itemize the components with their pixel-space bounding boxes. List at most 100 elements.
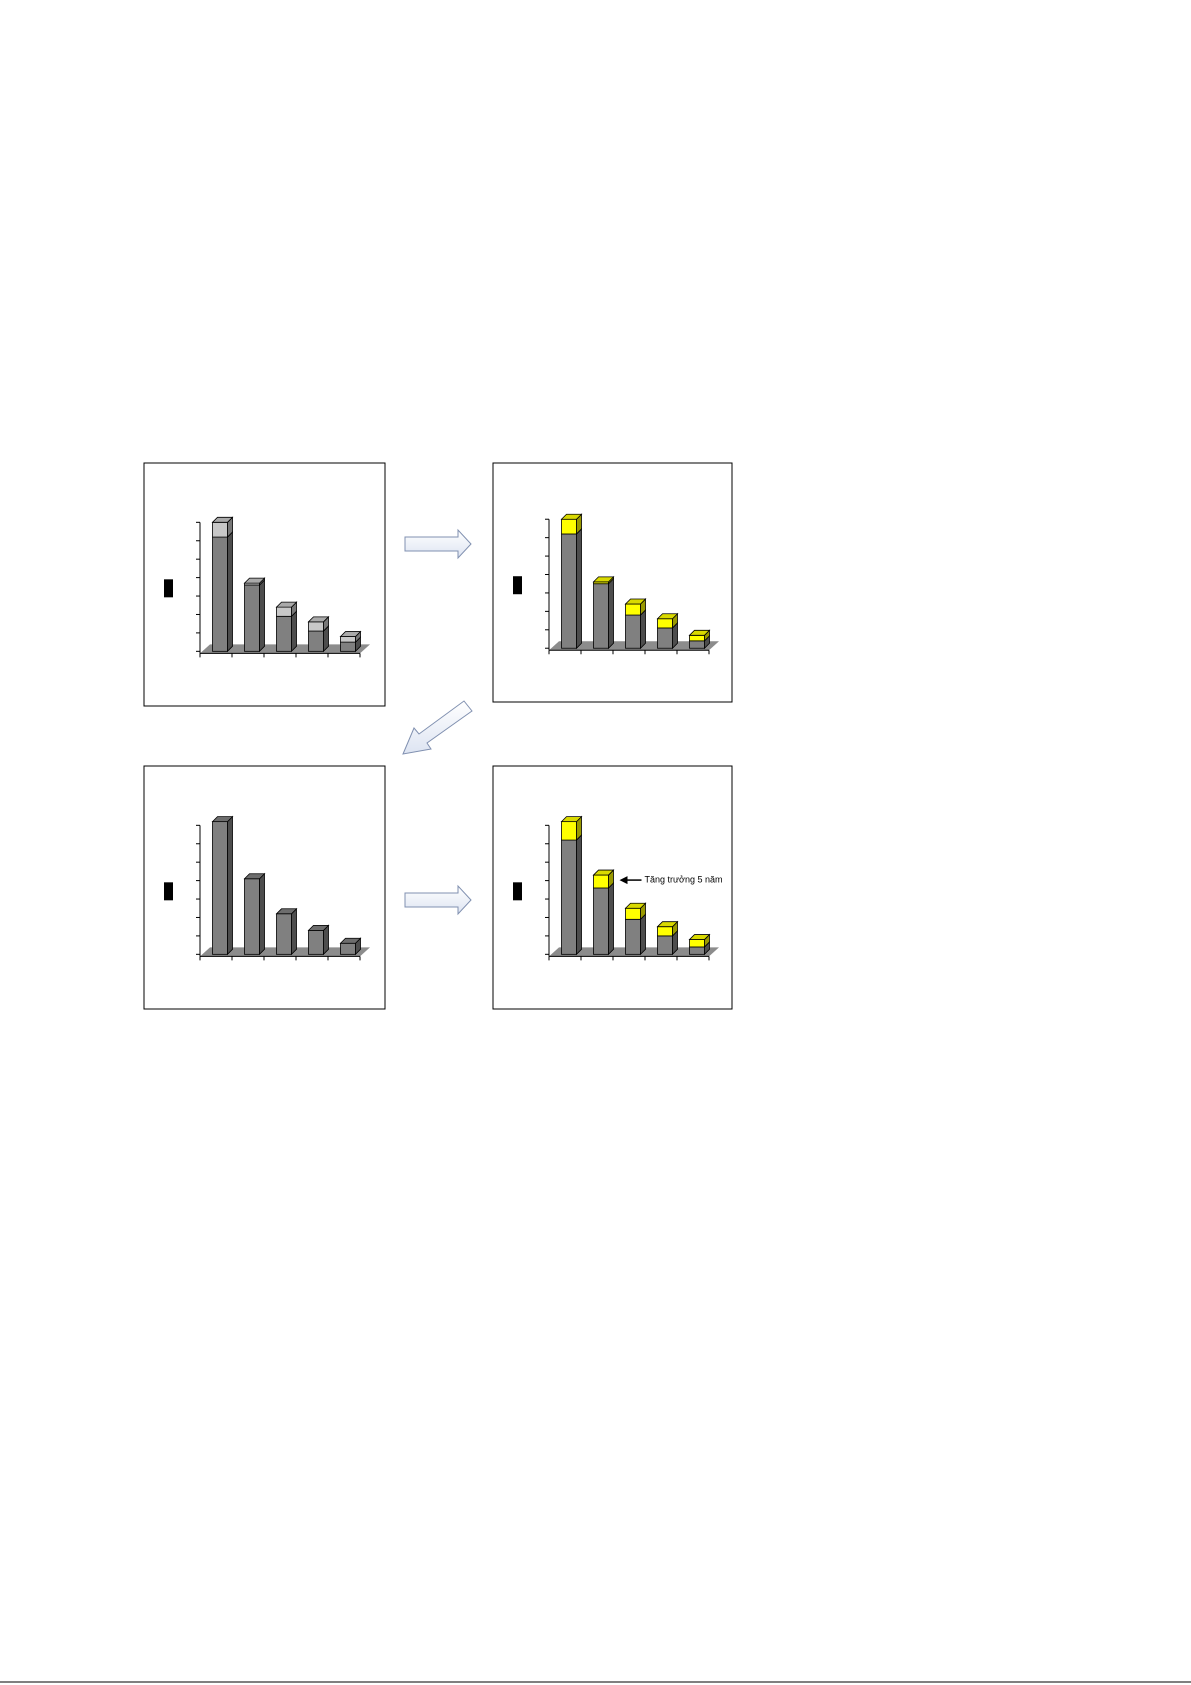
bar-side <box>291 907 297 956</box>
bar-front <box>593 887 609 955</box>
bar-segment <box>307 615 330 633</box>
bar-top <box>211 516 234 523</box>
bar-top <box>307 616 330 623</box>
bar-front <box>657 618 673 629</box>
bar-side <box>576 528 582 650</box>
bar-top <box>307 924 330 931</box>
bar-front <box>340 942 356 955</box>
bar-top <box>339 937 362 944</box>
bar-front <box>593 874 609 889</box>
bar-front <box>212 521 228 538</box>
bar-front <box>625 918 641 955</box>
bar-side <box>608 577 614 650</box>
bar-front <box>689 946 705 955</box>
bar-segment <box>212 531 233 653</box>
bar-front <box>561 533 577 649</box>
bar-top <box>560 513 583 520</box>
bar-top <box>688 934 711 940</box>
bar-segment <box>656 920 679 937</box>
bar-front <box>625 603 641 616</box>
bar-side <box>576 834 582 956</box>
bar-front <box>340 641 356 652</box>
bar-segment <box>243 577 266 586</box>
bar-front <box>657 926 673 937</box>
bar-segment <box>307 924 330 956</box>
bar-segment <box>593 577 614 650</box>
bar-front <box>308 929 324 955</box>
bar-side <box>640 609 646 650</box>
bar-segment <box>243 872 266 956</box>
arrow-right <box>404 528 472 560</box>
bar-top <box>243 873 266 880</box>
bar-segment <box>688 933 711 948</box>
bar-segment <box>560 513 583 535</box>
bar-front <box>244 584 260 652</box>
bar-segment <box>592 869 615 889</box>
bar-segment <box>308 625 329 653</box>
bar-segment <box>561 834 582 956</box>
bar-segment <box>657 621 678 650</box>
bar-side <box>227 531 233 653</box>
bar-side <box>608 882 614 956</box>
bar-segment <box>625 913 646 956</box>
arrow-right <box>404 884 472 916</box>
bar-side <box>259 872 265 956</box>
bar-segment <box>275 907 298 956</box>
legend-key <box>513 882 522 901</box>
bar-top <box>592 869 615 876</box>
bar-front <box>276 913 292 955</box>
bar-top <box>243 577 266 584</box>
legend-key <box>513 576 522 595</box>
bar-front <box>561 821 577 841</box>
bar-top <box>592 576 615 583</box>
annotation-arrowhead <box>619 876 628 885</box>
bar-segment <box>275 601 298 618</box>
bar-front <box>212 821 228 955</box>
annotation: Tăng trưởng 5 năm <box>645 874 723 884</box>
bar-segment <box>593 882 614 956</box>
bar-segment <box>656 612 679 629</box>
bar-front <box>212 536 228 652</box>
bar-front <box>340 636 356 643</box>
bar-front <box>276 615 292 652</box>
bar-top <box>656 921 679 928</box>
bar-top <box>560 816 583 823</box>
bar-top <box>211 816 234 823</box>
bar-segment <box>276 610 297 653</box>
bar-front <box>561 518 577 535</box>
bar-top <box>624 598 647 605</box>
bar-top <box>275 908 298 915</box>
bar-front <box>625 907 641 920</box>
bar-segment <box>561 528 582 650</box>
bar-top <box>688 629 711 636</box>
bar-front <box>561 839 577 955</box>
bar-segment <box>625 609 646 650</box>
bar-side <box>291 610 297 653</box>
bar-front <box>276 606 292 617</box>
bar-segment <box>339 937 362 956</box>
arrow-diagonal <box>402 700 473 755</box>
bar-front <box>689 634 705 642</box>
bar-front <box>657 627 673 649</box>
bar-side <box>259 579 265 653</box>
bar-segment <box>560 815 583 842</box>
legend-key <box>164 579 173 598</box>
bar-segment <box>592 575 615 585</box>
legend-key <box>164 882 173 901</box>
bar-top <box>624 902 647 909</box>
bar-side <box>640 913 646 956</box>
bar-front <box>244 878 260 955</box>
bar-front <box>593 583 609 649</box>
bar-top <box>656 613 679 620</box>
bar-front <box>308 630 324 652</box>
bar-segment <box>244 579 265 653</box>
bar-top <box>275 601 298 608</box>
bar-segment <box>688 629 711 642</box>
bar-segment <box>624 902 647 921</box>
bar-front <box>689 939 705 948</box>
bar-side <box>227 815 233 956</box>
bar-segment <box>624 598 647 617</box>
bar-front <box>308 621 324 632</box>
bar-top <box>339 631 362 637</box>
